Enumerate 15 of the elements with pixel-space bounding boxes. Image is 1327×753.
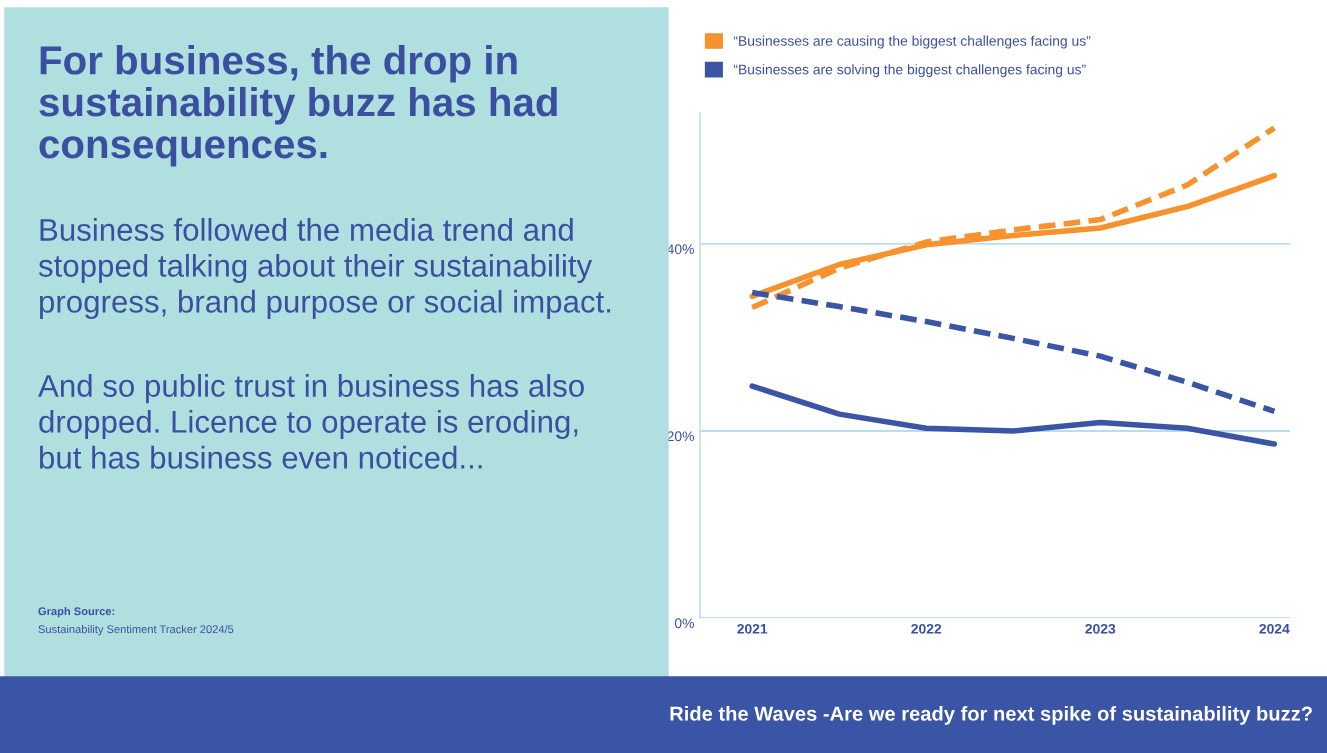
x-tick-label: 2021 [737, 623, 768, 634]
x-tick-label: 2022 [911, 623, 942, 634]
text: Business followed the media trend and stopped talking about their sustainability progress, brand purpose or social impact. [38, 218, 611, 319]
y-tick-label: 40% [666, 244, 694, 255]
text: For business, the drop in sustainability buzz has had consequences. [39, 45, 557, 167]
text: Sustainability Sentiment Tracker 2024/5 [38, 625, 234, 636]
x-tick-label: 2024 [1259, 623, 1290, 634]
x-tick-label: 2023 [1085, 623, 1116, 634]
legend-label: “Businesses are causing the biggest challenges facing us” [733, 35, 1091, 49]
text: Graph Source: [38, 607, 115, 618]
text: Ride the Waves -Are we ready for next spike of sustainability buzz? [670, 706, 1312, 725]
text: And so public trust in business has also dropped. Licence to operate is eroding, but has business even noticed... [38, 374, 584, 469]
legend-label: “Businesses are solving the biggest challenges facing us” [733, 64, 1086, 78]
y-tick-label: 0% [674, 618, 694, 629]
y-tick-label: 20% [667, 431, 694, 442]
